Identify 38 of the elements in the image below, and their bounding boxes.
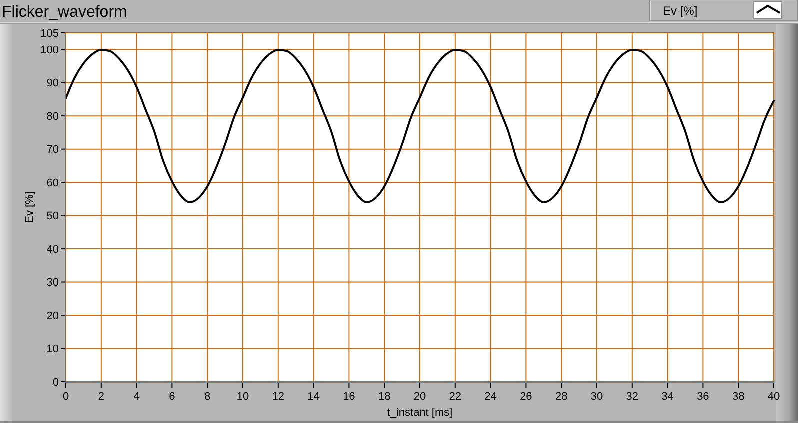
y-axis-title: Ev [%]	[24, 192, 36, 224]
x-tick-label: 16	[343, 391, 356, 403]
text: Ev [%]	[663, 4, 698, 18]
x-tick-label: 8	[204, 391, 211, 403]
x-axis-title: t_instant [ms]	[387, 407, 453, 419]
x-tick-label: 10	[236, 391, 250, 403]
x-tick-label: 12	[272, 391, 285, 403]
x-tick-label: 38	[732, 391, 745, 403]
y-tick-label: 40	[46, 244, 59, 256]
y-tick-label: 20	[46, 310, 59, 322]
x-tick-label: 18	[378, 391, 391, 403]
x-tick-label: 22	[449, 391, 462, 403]
x-tick-label: 4	[134, 391, 140, 403]
chart-title: Flicker_waveform	[2, 4, 128, 21]
x-tick-label: 2	[98, 391, 104, 403]
y-tick-label: 10	[46, 344, 59, 356]
x-tick-label: 14	[308, 391, 320, 403]
y-tick-label: 80	[46, 110, 59, 123]
x-tick-label: 6	[169, 391, 176, 403]
x-tick-label: 40	[768, 391, 780, 403]
y-tick-label: 60	[46, 177, 59, 190]
x-tick-label: 24	[484, 391, 497, 403]
x-tick-label: 36	[697, 391, 710, 403]
y-tick-label: 105	[40, 28, 59, 40]
y-tick-label: 100	[40, 44, 59, 56]
y-tick-label: 70	[46, 144, 59, 156]
y-tick-label: 90	[46, 78, 59, 90]
x-tick-label: 32	[626, 391, 639, 403]
x-tick-label: 26	[520, 391, 532, 403]
y-tick-label: 50	[46, 210, 59, 223]
x-tick-label: 0	[62, 391, 70, 403]
line-series	[65, 48, 775, 204]
y-tick-label: 0	[52, 376, 59, 389]
x-tick-label: 28	[555, 391, 568, 403]
y-tick-label: 30	[46, 277, 59, 290]
x-tick-label: 30	[590, 391, 604, 403]
x-tick-label: 34	[662, 391, 674, 403]
x-tick-label: 20	[414, 391, 426, 403]
